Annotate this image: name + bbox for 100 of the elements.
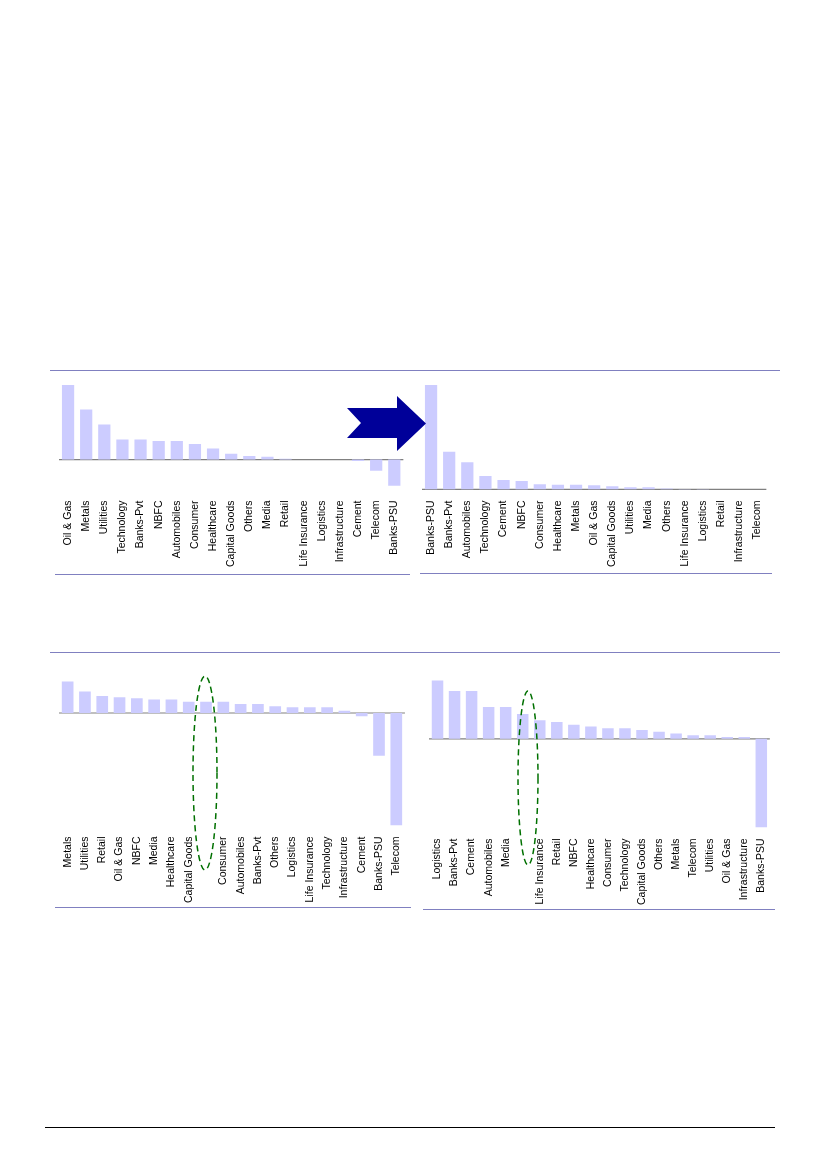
x-tick-label: Consumer	[187, 499, 200, 549]
x-tick-label: Telecom	[686, 838, 699, 878]
bar	[533, 484, 546, 490]
bar	[606, 486, 619, 490]
x-tick-label: Cement	[464, 838, 477, 876]
x-tick-label: NBFC	[514, 500, 527, 530]
bar	[182, 701, 195, 713]
x-tick-label: Consumer	[532, 499, 545, 549]
bar	[568, 724, 580, 739]
bar	[321, 707, 333, 713]
bar	[373, 712, 385, 756]
x-tick-label: Infrastructure	[732, 500, 745, 563]
x-tick-label: Oil & Gas	[112, 836, 125, 882]
x-tick-label: Logistics	[314, 500, 327, 542]
bar	[465, 691, 478, 739]
bar	[80, 409, 93, 460]
bar	[624, 487, 637, 490]
bar	[448, 691, 461, 739]
x-tick-label: Healthcare	[205, 500, 218, 552]
bar	[687, 735, 699, 739]
bar	[252, 703, 264, 713]
x-tick-label: Oil & Gas	[720, 838, 733, 884]
x-tick-label: Banks-PSU	[754, 838, 767, 893]
bar	[515, 481, 528, 490]
bar	[61, 681, 74, 713]
bar	[152, 440, 165, 460]
x-tick-label: Media	[147, 836, 160, 866]
x-tick-label: Retail	[549, 838, 562, 866]
x-tick-label: Utilities	[623, 500, 636, 535]
bar	[653, 731, 665, 739]
x-tick-label: Consumer	[600, 837, 613, 887]
x-tick-label: Banks-Pvt	[250, 836, 263, 885]
x-tick-label: Infrastructure	[337, 836, 350, 899]
x-tick-label: Metals	[60, 836, 73, 868]
x-tick-label: Life Insurance	[296, 500, 309, 567]
bar	[516, 714, 529, 739]
x-tick-label: Telecom	[369, 500, 382, 540]
bar	[602, 728, 614, 739]
bar	[499, 706, 512, 739]
bar	[113, 697, 126, 713]
x-tick-label: Utilities	[77, 836, 90, 871]
x-tick-label: Automobiles	[169, 500, 182, 559]
x-tick-label: Automobiles	[460, 500, 473, 559]
x-tick-label: Media	[498, 838, 511, 868]
x-tick-label: Infrastructure	[737, 838, 750, 901]
x-tick-label: Others	[659, 500, 672, 532]
x-tick-label: Life Insurance	[677, 500, 690, 567]
x-tick-label: Consumer	[216, 835, 229, 885]
bar	[424, 385, 438, 490]
bar	[269, 706, 282, 713]
x-tick-label: Banks-PSU	[371, 836, 384, 891]
bar	[206, 448, 220, 460]
bar	[642, 487, 655, 490]
x-tick-label: Utilities	[97, 500, 110, 535]
x-tick-label: Capital Goods	[224, 500, 237, 568]
x-tick-label: Infrastructure	[332, 500, 345, 563]
x-tick-label: Banks-Pvt	[442, 500, 455, 549]
x-tick-label: Technology	[478, 499, 491, 554]
bar	[588, 485, 601, 490]
x-tick-label: Retail	[95, 836, 108, 864]
x-tick-label: Oil & Gas	[587, 500, 600, 546]
x-tick-label: Telecom	[389, 836, 402, 876]
bar	[390, 712, 403, 826]
bar	[636, 730, 648, 739]
x-tick-label: Capital Goods	[605, 500, 618, 568]
x-tick-label: Logistics	[285, 836, 298, 878]
x-tick-label: Cement	[496, 500, 509, 538]
bar	[148, 699, 160, 713]
bar	[261, 456, 274, 460]
x-tick-label: Media	[260, 500, 273, 530]
bar	[243, 455, 256, 460]
bar	[461, 462, 474, 490]
x-tick-label: Banks-Pvt	[447, 838, 460, 887]
bar	[188, 443, 202, 460]
x-tick-label: Automobiles	[481, 838, 494, 897]
bar	[116, 439, 129, 460]
x-tick-label: Others	[268, 836, 281, 868]
x-tick-label: Cement	[350, 500, 363, 538]
x-tick-label: Metals	[79, 500, 92, 532]
x-tick-label: Others	[651, 838, 664, 870]
x-tick-label: Technology	[115, 499, 128, 554]
bar	[497, 480, 510, 490]
x-tick-label: NBFC	[151, 500, 164, 530]
x-tick-label: Telecom	[750, 500, 763, 540]
x-tick-label: Oil & Gas	[60, 500, 73, 546]
bar	[303, 707, 316, 713]
bar	[170, 440, 183, 460]
bar	[370, 459, 383, 471]
bar	[619, 728, 631, 739]
x-tick-label: Capital Goods	[181, 836, 194, 904]
bar	[534, 720, 546, 739]
x-tick-label: Others	[242, 500, 255, 532]
bar	[551, 722, 563, 739]
x-tick-label: Technology	[617, 837, 630, 892]
bar	[431, 680, 444, 739]
x-tick-label: Banks-Pvt	[133, 500, 146, 549]
bar	[61, 385, 75, 460]
bar	[482, 706, 495, 739]
x-tick-label: Banks-PSU	[387, 500, 400, 555]
x-tick-label: Healthcare	[583, 838, 596, 890]
